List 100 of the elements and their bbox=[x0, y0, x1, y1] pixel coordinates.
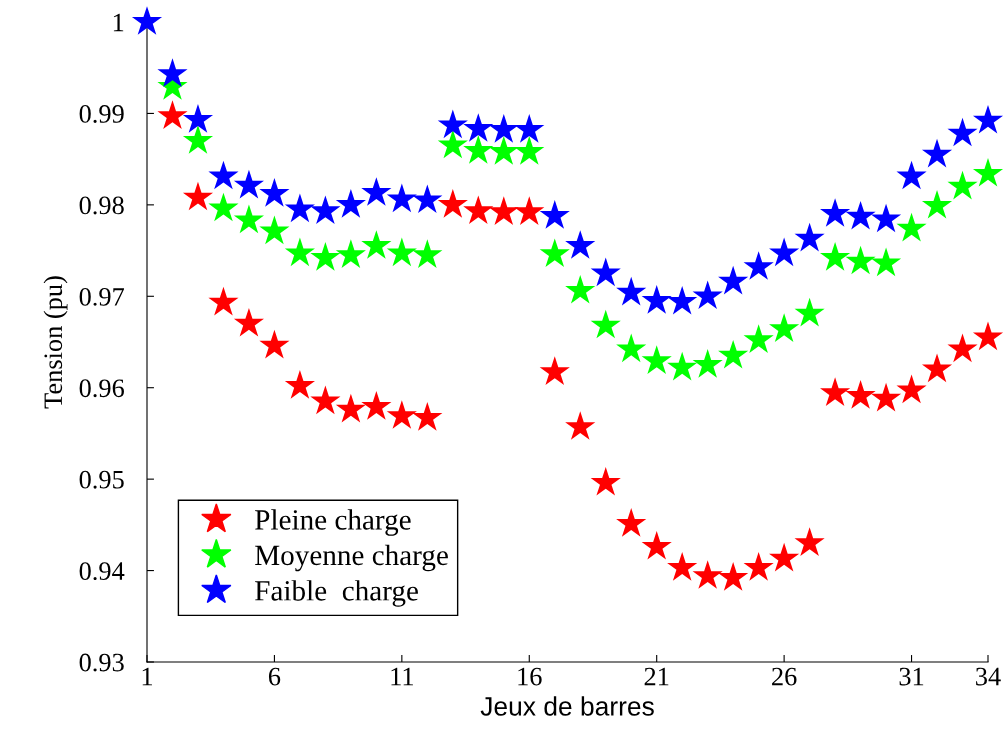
point bbox=[718, 339, 749, 369]
x-tick-label: 6 bbox=[268, 667, 281, 686]
x-tick-label: 11 bbox=[391, 667, 413, 686]
point bbox=[233, 169, 264, 199]
point bbox=[310, 195, 341, 225]
point bbox=[335, 189, 366, 218]
point bbox=[896, 212, 927, 242]
point bbox=[310, 242, 341, 271]
point bbox=[208, 192, 239, 222]
point bbox=[845, 380, 876, 409]
legend-label: Faible charge bbox=[255, 580, 418, 607]
x-tick-label: 26 bbox=[772, 667, 797, 686]
point bbox=[284, 237, 315, 267]
point bbox=[565, 230, 596, 259]
point bbox=[131, 6, 163, 35]
point bbox=[743, 551, 774, 581]
point bbox=[947, 170, 978, 200]
point bbox=[361, 230, 392, 259]
point bbox=[718, 562, 749, 591]
point bbox=[743, 324, 774, 353]
point bbox=[641, 530, 672, 560]
point bbox=[539, 356, 570, 385]
point bbox=[845, 245, 876, 275]
y-tick-label: 1 bbox=[113, 13, 124, 32]
point bbox=[947, 333, 978, 363]
legend-label: Pleine charge bbox=[255, 509, 411, 536]
point bbox=[539, 238, 570, 268]
point bbox=[412, 184, 443, 214]
y-tick-label: 0.99 bbox=[79, 105, 124, 123]
point bbox=[820, 198, 851, 227]
point bbox=[310, 385, 341, 415]
point bbox=[565, 274, 596, 304]
y-tick-label: 0.94 bbox=[79, 562, 125, 581]
point bbox=[386, 237, 417, 267]
point bbox=[590, 257, 621, 287]
x-tick-label: 1 bbox=[142, 667, 153, 686]
y-axis-title: Tension (pu) bbox=[43, 276, 68, 409]
point bbox=[667, 551, 698, 581]
point bbox=[208, 286, 239, 316]
point bbox=[335, 393, 366, 423]
y-tick-label: 0.97 bbox=[79, 287, 125, 306]
point bbox=[769, 313, 800, 343]
point bbox=[412, 402, 443, 431]
x-axis-title: Jeux de barres bbox=[480, 696, 654, 716]
point bbox=[208, 160, 239, 190]
point bbox=[539, 199, 570, 229]
point bbox=[437, 189, 468, 218]
point bbox=[871, 203, 902, 233]
point bbox=[590, 466, 621, 496]
point bbox=[667, 351, 698, 381]
point bbox=[947, 117, 978, 147]
point bbox=[794, 222, 825, 252]
point bbox=[488, 114, 519, 143]
point bbox=[718, 265, 749, 295]
point bbox=[616, 508, 647, 537]
point bbox=[616, 333, 647, 363]
point bbox=[972, 321, 1004, 351]
point bbox=[463, 195, 494, 225]
point bbox=[182, 181, 214, 211]
point bbox=[361, 177, 392, 206]
point bbox=[233, 307, 264, 337]
x-tick-label: 21 bbox=[644, 667, 669, 686]
point bbox=[437, 129, 468, 159]
point bbox=[820, 242, 851, 271]
point bbox=[769, 542, 800, 572]
point bbox=[157, 100, 188, 129]
point bbox=[463, 135, 494, 164]
point bbox=[157, 58, 188, 87]
point bbox=[794, 527, 825, 556]
point bbox=[488, 196, 519, 225]
point bbox=[182, 125, 214, 154]
x-tick-label: 31 bbox=[899, 667, 924, 686]
point bbox=[972, 157, 1004, 187]
y-tick-label: 0.96 bbox=[79, 379, 124, 398]
point bbox=[667, 285, 698, 315]
point bbox=[692, 560, 723, 589]
point bbox=[284, 370, 315, 399]
y-tick-label: 0.98 bbox=[79, 196, 124, 215]
point bbox=[590, 309, 621, 339]
point bbox=[921, 189, 953, 219]
point bbox=[692, 280, 723, 310]
point bbox=[386, 183, 417, 213]
point bbox=[463, 113, 494, 142]
point bbox=[692, 349, 723, 378]
point bbox=[616, 276, 647, 306]
point bbox=[921, 138, 953, 168]
y-tick-label: 0.95 bbox=[79, 470, 124, 489]
point bbox=[565, 411, 596, 440]
point bbox=[794, 297, 825, 327]
point bbox=[514, 114, 545, 143]
point bbox=[182, 103, 214, 133]
point bbox=[284, 193, 315, 223]
point bbox=[743, 251, 774, 280]
point bbox=[921, 353, 953, 383]
point bbox=[514, 196, 545, 225]
point bbox=[361, 391, 392, 420]
point bbox=[233, 204, 264, 234]
point bbox=[386, 400, 417, 429]
y-tick-label: 0.93 bbox=[79, 653, 124, 672]
point bbox=[488, 135, 519, 165]
